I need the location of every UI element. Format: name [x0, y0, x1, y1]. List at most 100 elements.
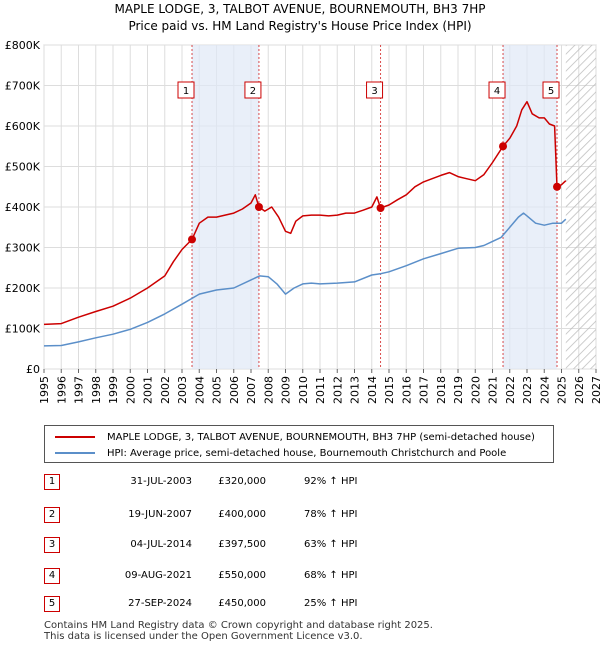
x-tick-label: 1997: [73, 376, 86, 404]
x-tick-label: 1995: [38, 376, 51, 404]
x-tick-label: 2025: [556, 376, 569, 404]
forecast-region: [565, 45, 596, 369]
sale-price: £397,500: [218, 539, 266, 550]
x-axis-ticks: 1995 1996 1997 1998 1999 2000 2001 2002 2003 2004…: [38, 369, 600, 404]
sale-point: [188, 235, 197, 244]
legend-label-property: MAPLE LODGE, 3, TALBOT AVENUE, BOURNEMOU…: [107, 431, 535, 443]
sale-label-box: [177, 81, 195, 99]
sale-number-badge: 3: [44, 537, 60, 553]
sale-price: £450,000: [218, 598, 266, 609]
sale-point: [254, 203, 263, 211]
table-row: 5 27-SEP-2024 £450,000 25% ↑ HPI: [44, 596, 564, 614]
x-tick-label: 2017: [418, 376, 431, 404]
x-tick-label: 2026: [573, 376, 586, 404]
sale-hpi-change: 78% ↑ HPI: [304, 509, 358, 520]
sale-number-badge: 4: [44, 568, 60, 584]
chart-subtitle: Price paid vs. HM Land Registry's House …: [128, 19, 471, 33]
x-tick-label: 1996: [55, 376, 68, 404]
x-tick-label: 2023: [521, 376, 534, 404]
x-tick-label: 2008: [262, 376, 275, 404]
sale-price: £320,000: [218, 476, 266, 487]
price-chart: MAPLE LODGE, 3, TALBOT AVENUE, BOURNEMOU…: [5, 2, 600, 404]
y-tick-label: £600K: [5, 120, 41, 133]
x-tick-label: 2004: [193, 376, 206, 404]
x-tick-label: 2022: [504, 376, 517, 404]
sale-hpi-change: 25% ↑ HPI: [304, 598, 358, 609]
sale-point: [499, 142, 508, 151]
chart-title: MAPLE LODGE, 3, TALBOT AVENUE, BOURNEMOU…: [114, 2, 485, 16]
x-tick-label: 2002: [159, 376, 172, 404]
y-tick-label: £200K: [5, 282, 41, 295]
x-tick-label: 2001: [142, 376, 155, 404]
x-tick-label: 2018: [435, 376, 448, 404]
x-tick-label: 2005: [211, 376, 224, 404]
sale-label-box: [244, 81, 262, 99]
sale-date: 09-AUG-2021: [124, 570, 192, 581]
table-row: 3 04-JUL-2014 £397,500 63% ↑ HPI: [44, 537, 564, 555]
sale-points: [188, 142, 562, 244]
sale-number-badge: 1: [44, 474, 60, 490]
x-tick-label: 2016: [400, 376, 413, 404]
x-tick-label: 2014: [366, 376, 379, 404]
sale-point: [376, 204, 385, 213]
sale-date: 19-JUN-2007: [128, 509, 192, 520]
y-tick-label: £300K: [5, 242, 41, 255]
footer-copyright: Contains HM Land Registry data © Crown c…: [44, 620, 433, 631]
sale-point: [553, 182, 562, 191]
x-tick-label: 2000: [124, 376, 137, 404]
sale-label-number: 3: [371, 86, 377, 97]
sale-hpi-change: 92% ↑ HPI: [304, 476, 358, 487]
x-tick-label: 2007: [245, 376, 258, 404]
y-tick-label: £0: [26, 363, 40, 376]
x-tick-label: 1999: [107, 376, 120, 404]
table-row: 2 19-JUN-2007 £400,000 78% ↑ HPI: [44, 507, 564, 525]
x-tick-label: 2027: [590, 376, 600, 404]
y-tick-label: £500K: [5, 161, 41, 174]
x-tick-label: 2019: [452, 376, 465, 404]
sale-price: £550,000: [218, 570, 266, 581]
highlight-band: [503, 45, 558, 369]
sale-number-labels: 1 2 3 4 5: [177, 81, 560, 99]
sale-hpi-change: 63% ↑ HPI: [304, 539, 358, 550]
x-tick-label: 2013: [349, 376, 362, 404]
x-tick-label: 2010: [297, 376, 310, 404]
y-tick-label: £800K: [5, 39, 41, 52]
footer-license: This data is licensed under the Open Gov…: [44, 631, 363, 642]
series-lines: [43, 100, 567, 347]
x-tick-label: 2006: [228, 376, 241, 404]
y-tick-label: £400K: [5, 201, 41, 214]
sale-label-box: [542, 81, 560, 99]
legend: MAPLE LODGE, 3, TALBOT AVENUE, BOURNEMOU…: [44, 425, 554, 463]
sale-label-box: [366, 81, 384, 99]
x-tick-label: 2021: [487, 376, 500, 404]
table-row: 4 09-AUG-2021 £550,000 68% ↑ HPI: [44, 568, 564, 586]
highlight-band: [192, 45, 259, 369]
sale-label-number: 5: [548, 86, 554, 97]
x-tick-label: 2009: [280, 376, 293, 404]
legend-swatch-property: [55, 436, 95, 438]
sale-hpi-change: 68% ↑ HPI: [304, 570, 358, 581]
sale-date: 04-JUL-2014: [130, 539, 192, 550]
footer-attribution: Contains HM Land Registry data © Crown c…: [44, 620, 433, 642]
x-tick-label: 2024: [538, 376, 551, 404]
x-tick-label: 2012: [331, 376, 344, 404]
legend-swatch-hpi: [55, 452, 95, 454]
sale-number-badge: 2: [44, 507, 60, 523]
sale-label-number: 4: [494, 86, 500, 97]
legend-item-property: MAPLE LODGE, 3, TALBOT AVENUE, BOURNEMOU…: [55, 429, 535, 445]
legend-item-hpi: HPI: Average price, semi-detached house,…: [55, 445, 506, 461]
x-tick-label: 2020: [469, 376, 482, 404]
hpi-line: [43, 212, 567, 347]
x-tick-label: 2003: [176, 376, 189, 404]
y-tick-label: £100K: [5, 323, 41, 336]
sale-price: £400,000: [218, 509, 266, 520]
sale-number-badge: 5: [44, 596, 60, 612]
highlight-bands: [192, 45, 558, 369]
x-tick-label: 2011: [314, 376, 327, 404]
property-price-line: [43, 100, 567, 326]
sale-label-number: 1: [183, 86, 189, 97]
y-axis-ticks: £0 £100K £200K £300K £400K £500K £600K £700K £80…: [5, 39, 41, 376]
sale-label-number: 2: [250, 86, 256, 97]
x-tick-label: 1998: [90, 376, 103, 404]
sale-date: 27-SEP-2024: [128, 598, 192, 609]
